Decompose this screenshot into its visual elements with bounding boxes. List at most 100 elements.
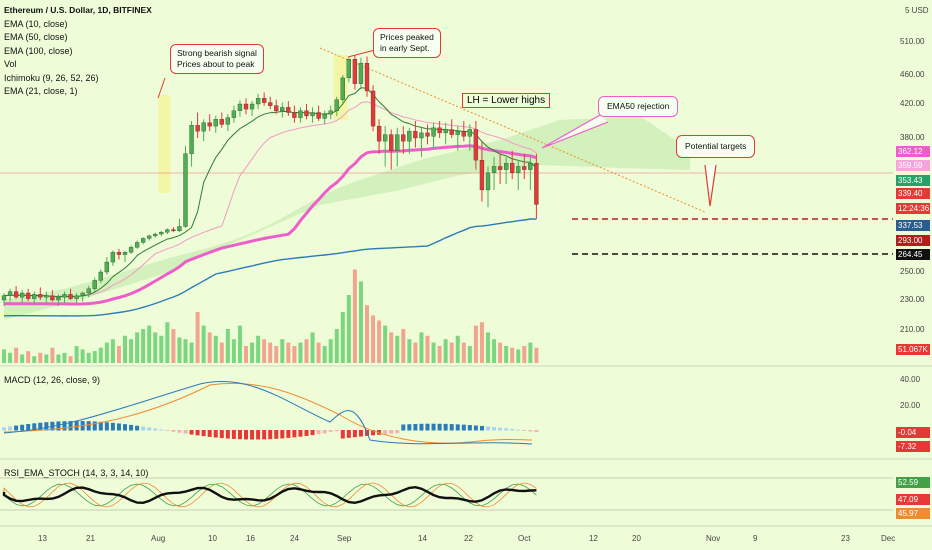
- volume-bar: [346, 295, 351, 363]
- volume-bar: [358, 281, 363, 363]
- time-axis-tick: 14: [418, 534, 427, 543]
- macd-histogram-bar: [334, 430, 339, 432]
- macd-histogram-bar: [292, 430, 297, 438]
- volume-bar: [425, 335, 430, 363]
- callout-targets: Potential targets: [676, 135, 756, 158]
- highlight-zone: [158, 95, 171, 193]
- candle-body: [62, 294, 67, 298]
- candle-body: [92, 280, 97, 289]
- macd-histogram-bar: [528, 430, 533, 432]
- indicator-ema100[interactable]: EMA (100, close): [4, 45, 73, 56]
- macd-histogram-bar: [86, 421, 91, 431]
- candle-body: [207, 122, 212, 127]
- volume-bar: [528, 342, 533, 363]
- volume-bar: [407, 339, 412, 363]
- candle-body: [358, 62, 364, 84]
- volume-bar: [74, 346, 79, 363]
- volume-bar: [395, 335, 400, 363]
- volume-bar: [334, 329, 339, 363]
- callout-lower-highs: LH = Lower highs: [462, 93, 551, 108]
- indicator-ichimoku[interactable]: Ichimoku (9, 26, 52, 26): [4, 72, 99, 83]
- macd-histogram-bar: [129, 424, 134, 431]
- indicator-ema21[interactable]: EMA (21, close, 1): [4, 86, 78, 96]
- macd-histogram-bar: [116, 423, 121, 431]
- candle-body: [491, 166, 497, 173]
- volume-bar: [365, 305, 369, 363]
- candle-body: [274, 105, 279, 111]
- time-axis-tick: Sep: [337, 534, 352, 543]
- indicator-ema50[interactable]: EMA (50, close): [4, 32, 68, 42]
- volume-bar: [401, 329, 406, 363]
- macd-histogram-bar: [358, 430, 363, 437]
- macd-histogram-bar: [534, 430, 539, 433]
- volume-bar: [153, 332, 158, 363]
- volume-bar: [104, 342, 109, 363]
- time-axis-tick: Dec: [881, 534, 896, 543]
- volume-bar: [141, 329, 146, 363]
- volume-bar: [244, 346, 248, 363]
- macd-histogram-bar: [44, 422, 49, 431]
- volume-bar: [522, 346, 527, 363]
- volume-bar: [310, 332, 315, 363]
- volume-bar: [147, 325, 152, 363]
- macd-histogram-bar: [213, 430, 218, 438]
- macd-histogram-bar: [413, 423, 418, 431]
- rsi-line: [2, 485, 537, 505]
- macd-histogram-bar: [110, 422, 115, 431]
- macd-histogram-bar: [207, 430, 212, 437]
- candle-body: [104, 261, 109, 273]
- macd-histogram-bar: [377, 430, 382, 435]
- ema10-line: [3, 87, 537, 298]
- candle-body: [407, 131, 412, 142]
- candle-body: [503, 163, 509, 170]
- volume-bar: [207, 332, 212, 363]
- chart-title[interactable]: Ethereum / U.S. Dollar, 1D, BITFINEX: [4, 5, 152, 15]
- candle-body: [298, 110, 303, 118]
- macd-histogram-bar: [407, 424, 412, 431]
- candle-body: [334, 99, 339, 111]
- price-tag: 264.45: [896, 249, 930, 260]
- price-tag: 12:24:36: [896, 203, 930, 214]
- candle-body: [243, 103, 249, 110]
- macd-histogram-bar: [510, 429, 515, 431]
- callout-pointer: [541, 114, 609, 149]
- volume-bar: [479, 322, 484, 363]
- candle-body: [128, 247, 134, 253]
- rsi-label[interactable]: RSI_EMA_STOCH (14, 3, 3, 14, 10): [4, 468, 149, 478]
- volume-bar: [195, 312, 200, 363]
- volume-bar: [419, 332, 424, 363]
- rsi-k-line: [3, 483, 537, 507]
- volume-bar: [68, 356, 73, 363]
- volume-bar: [473, 325, 478, 363]
- macd-histogram-bar: [201, 430, 206, 437]
- macd-histogram-bar: [98, 421, 103, 431]
- macd-histogram-bar: [443, 423, 448, 431]
- callout-peaked: Prices peaked in early Sept.: [373, 28, 441, 58]
- volume-bar: [304, 339, 309, 363]
- macd-histogram-bar: [165, 430, 170, 431]
- candle-body: [497, 166, 503, 170]
- volume-bar: [262, 339, 267, 363]
- callout-peaked-text: Prices peaked in early Sept.: [380, 32, 434, 53]
- volume-bar: [268, 342, 273, 363]
- volume-bar: [316, 342, 321, 363]
- volume-bar: [44, 354, 49, 363]
- macd-histogram-bar: [383, 430, 388, 435]
- candle-body: [455, 131, 460, 135]
- ema50-line: [3, 144, 537, 306]
- indicator-ema10[interactable]: EMA (10, close): [4, 18, 68, 29]
- volume-bar: [298, 342, 303, 363]
- ema100-line: [3, 218, 537, 317]
- macd-histogram-bar: [473, 425, 478, 431]
- macd-histogram-bar: [26, 424, 31, 431]
- price-axis-tick: 230.00: [900, 295, 925, 304]
- candle-body: [140, 238, 146, 243]
- time-axis-tick: 20: [632, 534, 641, 543]
- indicator-vol[interactable]: Vol: [4, 59, 17, 69]
- macd-histogram-bar: [371, 430, 376, 436]
- candle-body: [13, 291, 19, 298]
- macd-label[interactable]: MACD (12, 26, close, 9): [4, 375, 101, 385]
- macd-histogram-bar: [195, 430, 200, 436]
- candle-body: [86, 288, 91, 294]
